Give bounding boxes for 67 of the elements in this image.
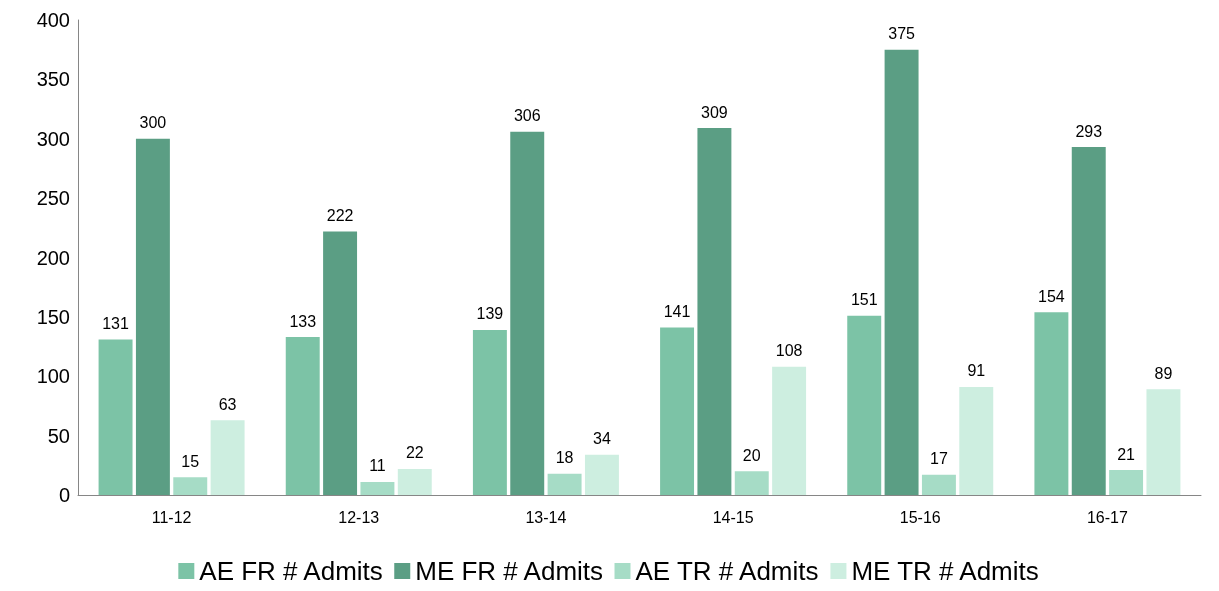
- bar: [884, 49, 919, 495]
- data-label: 22: [405, 444, 424, 462]
- bar: [210, 420, 245, 495]
- bar: [1109, 470, 1144, 495]
- bar: [510, 131, 545, 495]
- y-tick-label: 350: [36, 68, 70, 91]
- y-tick-label: 200: [36, 246, 70, 269]
- x-tick-label: 15-16: [899, 508, 941, 526]
- y-tick-label: 100: [36, 365, 70, 388]
- data-label: 20: [742, 446, 761, 464]
- data-label: 21: [1117, 445, 1136, 463]
- data-label: 63: [218, 395, 237, 413]
- bar: [472, 329, 507, 495]
- data-label: 34: [593, 430, 611, 448]
- data-label: 91: [967, 362, 986, 380]
- bar: [734, 471, 769, 495]
- data-label: 18: [555, 449, 574, 467]
- data-label: 222: [326, 206, 354, 224]
- data-label: 309: [701, 103, 728, 121]
- bar: [847, 315, 882, 495]
- bar: [360, 481, 395, 495]
- x-tick-label: 16-17: [1086, 508, 1128, 526]
- data-label: 17: [930, 450, 948, 468]
- data-label: 306: [513, 107, 541, 125]
- bar: [921, 474, 956, 495]
- x-tick-label: 14-15: [712, 508, 754, 526]
- bar: [959, 386, 994, 495]
- y-tick-label: 150: [36, 305, 70, 328]
- bar: [173, 477, 208, 495]
- data-label: 154: [1038, 287, 1065, 305]
- data-label: 89: [1154, 364, 1173, 382]
- legend-label: AE TR # Admits: [635, 556, 819, 586]
- data-label: 151: [850, 291, 878, 309]
- data-label: 133: [289, 312, 317, 330]
- bar: [1034, 312, 1069, 495]
- legend-label: ME TR # Admits: [851, 556, 1039, 586]
- x-tick-label: 12-13: [338, 508, 380, 526]
- data-label: 139: [476, 305, 504, 323]
- bar: [1146, 389, 1181, 495]
- data-label: 375: [888, 25, 916, 43]
- x-tick-label: 13-14: [525, 508, 567, 526]
- data-label: 300: [139, 114, 167, 132]
- bar: [397, 468, 432, 495]
- data-label: 15: [181, 452, 200, 470]
- y-tick-label: 250: [36, 187, 70, 210]
- legend-label: AE FR # Admits: [199, 556, 383, 586]
- legend-label: ME FR # Admits: [415, 556, 604, 586]
- data-label: 141: [663, 303, 691, 321]
- bar: [697, 128, 732, 495]
- bar: [1071, 147, 1106, 495]
- y-tick-label: 50: [47, 424, 70, 447]
- x-tick-label: 11-12: [151, 508, 192, 526]
- bar: [584, 454, 619, 495]
- bar: [135, 138, 170, 495]
- y-tick-label: 0: [58, 484, 70, 506]
- bar: [660, 327, 695, 495]
- bar: [547, 473, 582, 495]
- bar: [98, 339, 133, 495]
- data-label: 293: [1075, 122, 1103, 140]
- data-label: 11: [369, 457, 386, 475]
- data-label: 108: [775, 342, 803, 360]
- bar: [285, 337, 320, 495]
- bar: [323, 231, 358, 495]
- data-label: 131: [102, 314, 130, 332]
- bar: [772, 366, 807, 495]
- y-tick-label: 400: [36, 9, 70, 31]
- y-tick-label: 300: [36, 127, 70, 150]
